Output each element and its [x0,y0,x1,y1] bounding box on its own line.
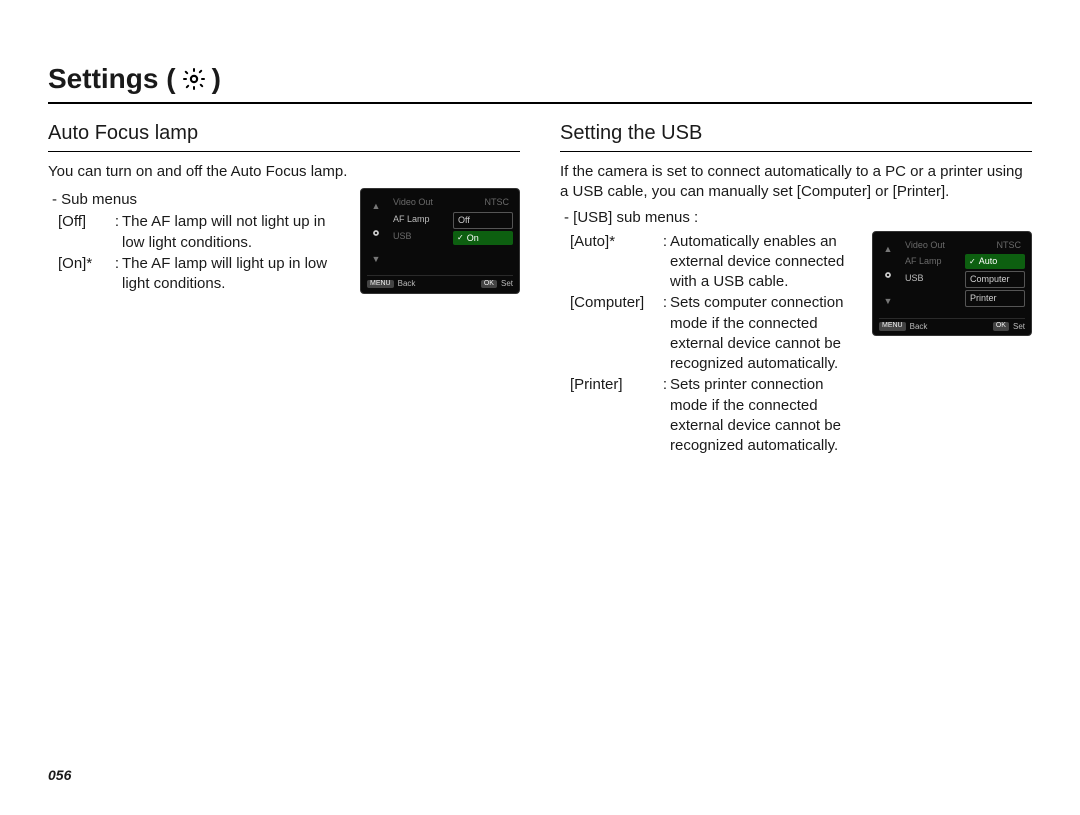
def-key: [Computer] [570,293,660,313]
def-val: The AF lamp will not light up in low lig… [122,212,346,253]
heading-auto-focus-lamp: Auto Focus lamp [48,120,520,152]
footer-back: MENU Back [879,322,927,332]
intro-left: You can turn on and off the Auto Focus l… [48,162,520,182]
def-row: [Auto]* : Automatically enables an exter… [570,232,858,293]
submenu-title-left: - Sub menus [52,190,346,210]
menu-item: AF Lamp [389,212,449,227]
menu-item-selected: Auto [965,254,1025,269]
def-key: [Printer] [570,375,660,395]
def-key: [Off] [58,212,112,232]
chevron-down-icon: ▼ [372,254,381,265]
page-title-prefix: Settings ( [48,60,176,98]
menu-list-right: NTSC Auto Computer Printer [965,238,1025,312]
intro-right: If the camera is set to connect automati… [560,162,1032,203]
menu-list-left: Video Out AF Lamp USB [389,195,449,269]
manual-page: Settings ( [0,0,1080,815]
def-val: The AF lamp will light up in low light c… [122,254,346,295]
menu-item: Computer [965,271,1025,288]
right-block: [Auto]* : Automatically enables an exter… [560,231,1032,458]
right-column: Setting the USB If the camera is set to … [560,114,1032,458]
ok-tag: OK [993,322,1009,330]
chevron-down-icon: ▼ [884,296,893,307]
submenu-left: - Sub menus [Off] : The AF lamp will not… [48,188,346,295]
menu-item: Off [453,212,513,229]
def-sep: : [112,254,122,274]
left-block: - Sub menus [Off] : The AF lamp will not… [48,188,520,295]
def-sep: : [660,375,670,395]
def-val: Sets computer connection mode if the con… [670,293,858,374]
def-row: [On]* : The AF lamp will light up in low… [58,254,346,295]
menu-item: NTSC [453,195,513,210]
menu-item: USB [901,271,961,286]
chevron-up-icon: ▲ [372,201,381,212]
menu-list-right: NTSC Off On [453,195,513,269]
ok-tag: OK [481,280,497,288]
footer-set-label: Set [1013,322,1025,332]
gear-icon [182,67,206,91]
def-val: Automatically enables an external device… [670,232,858,293]
footer-back-label: Back [398,279,416,289]
footer-set-label: Set [501,279,513,289]
menu-item: AF Lamp [901,254,961,269]
chevron-up-icon: ▲ [884,244,893,255]
def-sep: : [112,212,122,232]
columns: Auto Focus lamp You can turn on and off … [48,114,1032,458]
menu-tag: MENU [879,322,906,330]
menu-tag: MENU [367,280,394,288]
def-row: [Printer] : Sets printer connection mode… [570,375,858,456]
left-column: Auto Focus lamp You can turn on and off … [48,114,520,458]
menu-item: Video Out [389,195,449,210]
menu-list-left: Video Out AF Lamp USB [901,238,961,312]
footer-set: OK Set [481,279,513,289]
footer-set: OK Set [993,322,1025,332]
footer-back-label: Back [910,322,928,332]
camera-menu-screenshot-af-lamp: ▲ ▼ Video Out AF Lamp USB [360,188,520,294]
submenu-right: [Auto]* : Automatically enables an exter… [560,231,858,458]
menu-item: NTSC [965,238,1025,253]
def-sep: : [660,232,670,252]
page-title: Settings ( [48,60,1032,104]
gear-icon [369,226,383,240]
def-sep: : [660,293,670,313]
heading-setting-usb: Setting the USB [560,120,1032,152]
page-title-suffix: ) [212,60,221,98]
menu-item-selected: On [453,231,513,246]
menu-item: Printer [965,290,1025,307]
def-val: Sets printer connection mode if the conn… [670,375,858,456]
footer-back: MENU Back [367,279,415,289]
gear-icon [881,268,895,282]
submenu-title-right: - [USB] sub menus : [564,208,1032,228]
def-key: [On]* [58,254,112,274]
def-row: [Computer] : Sets computer connection mo… [570,293,858,374]
def-key: [Auto]* [570,232,660,252]
menu-item: Video Out [901,238,961,253]
page-number: 056 [48,766,71,785]
menu-item: USB [389,229,449,244]
camera-menu-screenshot-usb: ▲ ▼ Video Out AF Lamp USB [872,231,1032,337]
def-row: [Off] : The AF lamp will not light up in… [58,212,346,253]
